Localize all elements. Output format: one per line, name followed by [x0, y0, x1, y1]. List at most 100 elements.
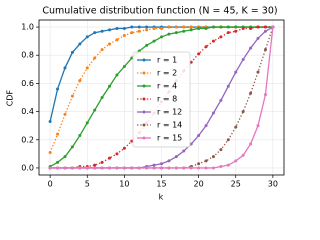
- legend-label: r = 2: [157, 69, 177, 78]
- data-point: [219, 25, 223, 29]
- data-point: [226, 25, 230, 29]
- plot-frame: [38, 19, 285, 176]
- data-point: [108, 42, 112, 46]
- x-tick-label: 15: [156, 180, 166, 189]
- data-point: [56, 160, 60, 164]
- data-point: [234, 125, 238, 129]
- data-point: [152, 39, 156, 43]
- x-axis-label: k: [159, 193, 164, 202]
- data-point: [197, 162, 201, 166]
- data-point: [197, 26, 201, 30]
- data-point: [48, 150, 52, 154]
- y-axis-label: CDF: [6, 89, 15, 106]
- data-point: [219, 35, 223, 39]
- data-point: [78, 166, 82, 170]
- data-point: [100, 29, 104, 33]
- data-point: [85, 66, 89, 70]
- data-point: [115, 26, 119, 30]
- data-point: [211, 155, 215, 159]
- legend-label: r = 4: [157, 82, 177, 91]
- data-point: [204, 166, 208, 170]
- legend-marker: [142, 58, 146, 62]
- data-point: [56, 87, 60, 91]
- data-point: [93, 166, 97, 170]
- data-point: [48, 166, 52, 170]
- data-point: [197, 134, 201, 138]
- legend-marker: [142, 97, 146, 101]
- data-point: [130, 31, 134, 35]
- data-point: [130, 139, 134, 143]
- data-point: [63, 155, 67, 159]
- data-point: [160, 166, 163, 170]
- data-point: [204, 26, 208, 30]
- data-point: [241, 26, 245, 30]
- data-point: [70, 50, 74, 54]
- data-point: [167, 32, 171, 36]
- data-point: [152, 26, 156, 30]
- data-point: [93, 31, 97, 35]
- chart-title: Cumulative distribution function (N = 45…: [42, 6, 277, 17]
- data-point: [85, 35, 89, 39]
- data-point: [122, 34, 126, 37]
- y-tick-label: 0.0: [21, 163, 34, 172]
- data-point: [100, 166, 104, 170]
- data-point: [108, 28, 112, 32]
- data-point: [122, 65, 126, 68]
- data-point: [137, 29, 141, 33]
- data-point: [56, 166, 60, 170]
- data-point: [122, 146, 126, 150]
- data-point: [182, 149, 186, 153]
- data-point: [189, 166, 193, 170]
- data-point: [130, 25, 134, 29]
- data-point: [100, 96, 104, 99]
- data-point: [249, 91, 253, 95]
- data-point: [160, 26, 163, 30]
- data-point: [174, 155, 178, 159]
- data-point: [130, 166, 134, 170]
- data-point: [271, 25, 275, 29]
- x-tick-label: 30: [268, 180, 278, 189]
- data-point: [226, 163, 230, 167]
- data-point: [234, 29, 238, 33]
- legend-marker: [142, 71, 146, 75]
- data-point: [211, 25, 215, 29]
- data-point: [70, 166, 74, 170]
- legend-marker: [142, 84, 146, 88]
- data-point: [108, 166, 112, 170]
- data-point: [122, 166, 126, 170]
- data-point: [249, 142, 253, 146]
- data-point: [211, 166, 215, 170]
- data-point: [197, 52, 201, 56]
- legend-marker: [142, 136, 146, 140]
- data-point: [78, 79, 82, 83]
- data-point: [234, 70, 238, 74]
- data-point: [249, 46, 253, 50]
- data-point: [263, 48, 267, 52]
- legend-label: r = 15: [157, 134, 182, 143]
- legend-label: r = 12: [157, 108, 182, 117]
- data-point: [108, 156, 112, 160]
- data-point: [211, 39, 215, 43]
- data-point: [78, 42, 82, 46]
- data-point: [85, 166, 89, 170]
- data-point: [108, 84, 112, 88]
- x-tick-label: 25: [231, 180, 241, 189]
- data-point: [63, 166, 67, 170]
- x-tick-label: 0: [48, 180, 53, 189]
- data-point: [204, 124, 208, 128]
- legend-label: r = 1: [157, 56, 177, 65]
- data-point: [182, 25, 186, 29]
- data-point: [115, 166, 119, 170]
- data-point: [145, 166, 149, 170]
- data-point: [115, 38, 119, 42]
- data-point: [174, 31, 178, 35]
- data-point: [226, 138, 230, 142]
- data-point: [234, 25, 238, 29]
- data-point: [56, 132, 60, 136]
- data-point: [160, 35, 163, 39]
- data-point: [174, 25, 178, 29]
- data-point: [241, 153, 245, 157]
- data-point: [189, 60, 193, 64]
- data-point: [174, 166, 178, 170]
- x-tick-label: 10: [119, 180, 129, 189]
